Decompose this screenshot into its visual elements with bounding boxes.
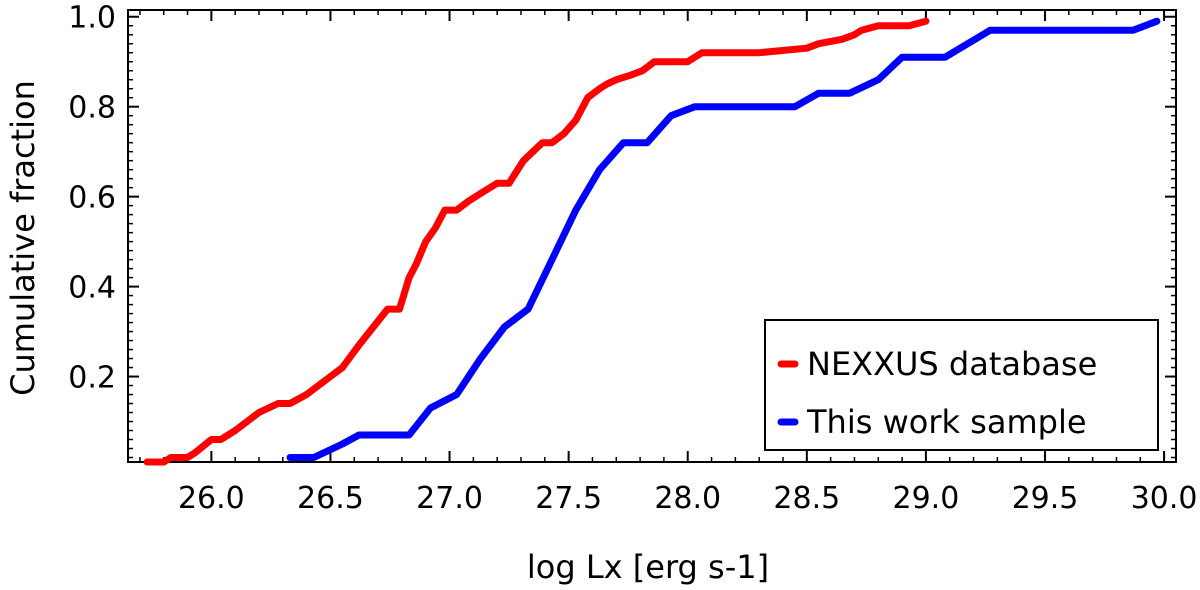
series-line-this-work-sample: [286, 17, 1161, 461]
x-tick-label: 29.0: [893, 481, 960, 516]
legend-label: This work sample: [806, 403, 1087, 441]
x-tick-label: 27.5: [535, 481, 602, 516]
x-tick-label: 28.0: [654, 481, 721, 516]
x-tick-label: 29.5: [1012, 481, 1079, 516]
y-tick-label: 0.8: [68, 91, 116, 126]
y-tick-label: 1.0: [68, 1, 116, 36]
y-axis-title: Cumulative fraction: [4, 80, 42, 396]
x-tick-label: 28.5: [773, 481, 840, 516]
y-tick-label: 0.2: [68, 361, 116, 396]
series-line-nexxus-database: [143, 17, 930, 466]
x-tick-label: 30.0: [1131, 481, 1198, 516]
x-tick-label: 26.5: [297, 481, 364, 516]
x-tick-label: 27.0: [416, 481, 483, 516]
y-tick-label: 0.4: [68, 271, 116, 306]
legend-box: [764, 319, 1159, 451]
x-axis-title: log Lx [erg s-1]: [527, 548, 769, 586]
series-layer: [143, 17, 1161, 466]
plot-frame: [127, 9, 1177, 463]
legend-label: NEXXUS database: [807, 345, 1097, 383]
legend: NEXXUS database This work sample: [764, 319, 1159, 451]
x-tick-label: 26.0: [178, 481, 245, 516]
axes-layer: 26.0 26.5 27.0 27.5 28.0 28.5 29.0 29.5 30.0 0.2 0…: [68, 1, 1197, 516]
y-tick-label: 0.6: [68, 181, 116, 216]
